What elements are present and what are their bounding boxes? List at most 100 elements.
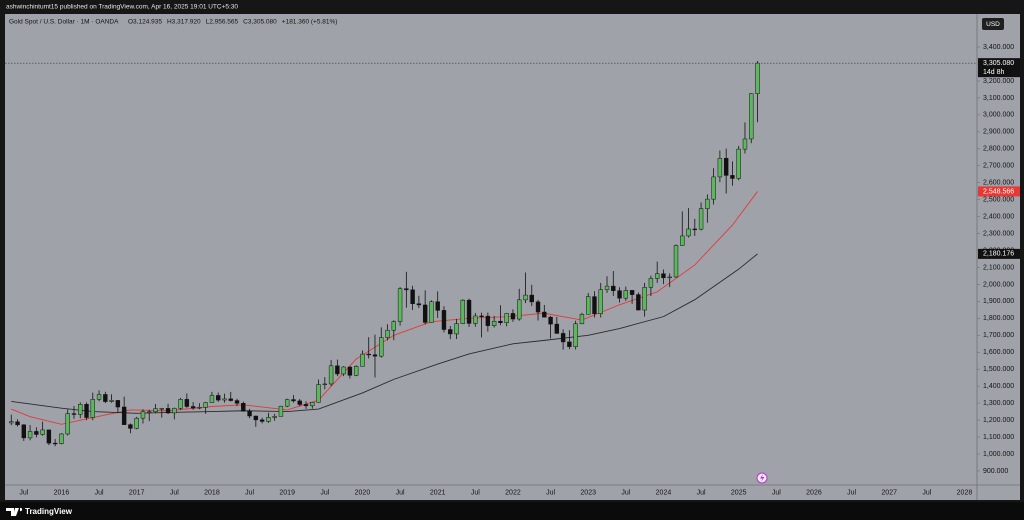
candle-body [736,148,741,179]
candle-body [40,429,45,435]
candle-body [416,303,422,306]
candle-body [535,301,541,313]
x-tick-label: 2022 [505,489,521,496]
candle-body [573,323,578,347]
candle-body [742,138,748,150]
candle-body [466,299,472,324]
candle-body [636,294,641,311]
candle-body [548,316,553,325]
y-tick-label: 3,400.000 [983,44,1014,51]
y-tick-label: 3,200.000 [983,78,1014,85]
candle-body [723,158,729,176]
x-tick-label: 2026 [806,489,822,496]
y-tick-label: 1,700.000 [983,332,1014,339]
candle-body [353,366,359,376]
y-tick-label: 1,300.000 [983,400,1014,407]
candle-body [178,399,183,409]
candle-body [680,235,685,246]
x-tick-label: Jul [621,489,630,496]
ohlc-value: +181.360 (+5.81%) [282,19,338,26]
y-tick-label: 1,800.000 [983,315,1014,322]
plot [9,60,760,447]
candle-body [485,315,491,326]
candle-body [366,353,371,356]
y-tick-label: 2,100.000 [983,264,1014,271]
candle-body [692,228,698,231]
candle-body [234,400,240,404]
candle-body [686,228,691,237]
candle-body [165,408,171,414]
candle-body [228,398,233,401]
candle-body [391,321,396,331]
x-tick-label: Jul [922,489,931,496]
candle-body [34,431,39,435]
candle-body [730,175,735,179]
candle-body [278,405,284,417]
candle-body [667,276,672,279]
candle-body [322,383,328,386]
candle-body [328,365,334,385]
candle-body [379,337,384,357]
price-label: 3,305.080 [983,60,1014,67]
y-tick-label: 900.000 [983,468,1008,475]
candle-body [147,411,152,413]
candle-body [749,93,754,140]
ohlc-value: L2,956.565 [206,19,239,26]
x-tick-label: 2025 [731,489,747,496]
y-tick-label: 3,100.000 [983,95,1014,102]
candle-body [429,301,434,323]
candle-body [629,290,635,295]
ohlc-value: C3,305.080 [243,19,277,26]
candle-body [460,299,465,324]
x-tick-label: Jul [471,489,480,496]
x-tick-label: Jul [546,489,555,496]
candle-body [121,406,127,425]
y-tick-label: 3,000.000 [983,112,1014,119]
candle-body [115,400,121,408]
candle-body [360,353,365,367]
y-tick-label: 2,600.000 [983,180,1014,187]
candle-body [554,323,560,334]
price-label-box [978,58,1020,78]
candle-body [560,333,566,343]
candle-body [15,421,20,426]
candle-body [397,288,403,322]
y-tick-label: 2,400.000 [983,213,1014,220]
y-tick-label: 2,300.000 [983,230,1014,237]
x-tick-label: 2018 [204,489,220,496]
candle-body [642,287,647,311]
candle-body [385,329,390,338]
candle-body [90,399,95,418]
candle-body [9,421,14,424]
y-tick-label: 2,800.000 [983,146,1014,153]
candle-body [698,208,704,230]
candle-body [523,294,528,301]
candle-body [84,404,89,418]
ohlc-value: H3,317.920 [167,19,201,26]
x-tick-label: 2023 [580,489,596,496]
candle-body [46,429,52,444]
x-tick-label: Jul [697,489,706,496]
candle-body [297,400,302,405]
candle-body [197,407,202,409]
time-axis [5,485,977,500]
y-tick-label: 1,000.000 [983,451,1014,458]
candle-body [592,296,597,315]
candle-body [222,398,227,401]
candle-body [247,410,252,417]
candle-body [648,278,654,288]
brand: TradingView [25,507,73,516]
brand-logo [6,507,23,516]
x-tick-label: 2021 [430,489,446,496]
candle-body [209,395,215,403]
currency-badge[interactable] [982,18,1004,30]
candle-body [335,365,340,375]
legend: Gold Spot / U.S. Dollar · 1M · OANDA O3,… [9,19,337,26]
candle-body [711,176,716,200]
candle-body [454,323,459,335]
x-tick-label: 2019 [279,489,295,496]
candle-body [372,354,378,357]
ma-label-box [978,186,1020,197]
candle-body [190,406,196,409]
